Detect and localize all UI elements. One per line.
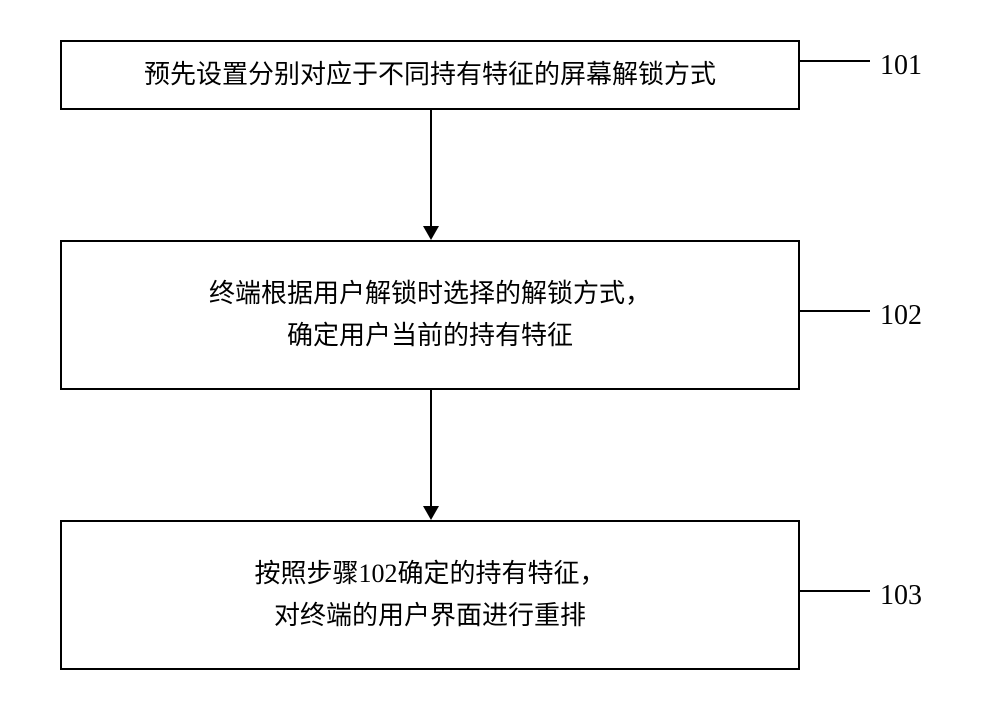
node-text-line: 按照步骤102确定的持有特征， [254, 553, 605, 595]
flowchart-node-3: 按照步骤102确定的持有特征，对终端的用户界面进行重排 [60, 520, 800, 670]
arrow-line [430, 390, 432, 506]
node-text-line: 确定用户当前的持有特征 [287, 315, 573, 357]
step-label-1: 101 [880, 50, 922, 82]
node-text-line: 对终端的用户界面进行重排 [274, 595, 586, 637]
flowchart-node-1: 预先设置分别对应于不同持有特征的屏幕解锁方式 [60, 40, 800, 110]
arrow-line [430, 110, 432, 226]
arrow-head-icon [423, 226, 439, 240]
node-text-line: 终端根据用户解锁时选择的解锁方式， [209, 273, 651, 315]
connector-line-2 [800, 310, 870, 312]
arrow-head-icon [423, 506, 439, 520]
flowchart-node-2: 终端根据用户解锁时选择的解锁方式，确定用户当前的持有特征 [60, 240, 800, 390]
node-text-line: 预先设置分别对应于不同持有特征的屏幕解锁方式 [144, 54, 716, 96]
connector-line-3 [800, 590, 870, 592]
step-label-3: 103 [880, 580, 922, 612]
step-label-2: 102 [880, 300, 922, 332]
connector-line-1 [800, 60, 870, 62]
